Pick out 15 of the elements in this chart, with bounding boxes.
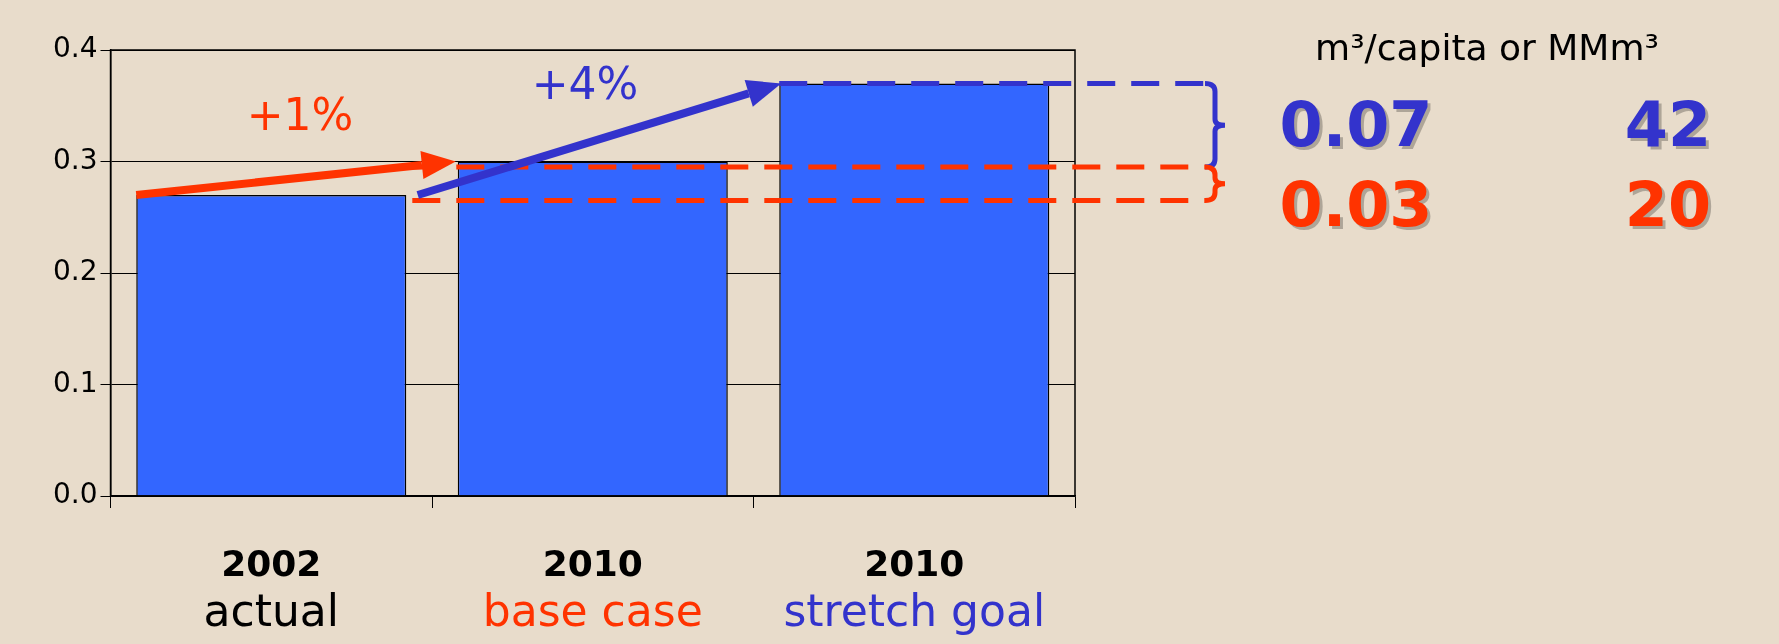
y-tick-label: 0.2 — [53, 254, 98, 288]
y-tick-label: 0.3 — [53, 142, 98, 176]
text: 20 — [1624, 168, 1712, 242]
y-tick-label: 0.1 — [53, 365, 98, 399]
x-tick-label: 2010 stretch goal — [783, 543, 1046, 637]
annotation: +1% — [246, 89, 354, 141]
y-tick-label: 0.0 — [53, 477, 98, 511]
y-tick-label: 0.4 — [53, 31, 98, 65]
x-tick-label: 2002 actual — [203, 543, 340, 637]
text: m³/capita or MMm³ — [1315, 27, 1659, 69]
annotation: +4% — [531, 58, 639, 110]
text: 0.07 — [1279, 88, 1433, 162]
text: 42 — [1624, 88, 1712, 162]
x-tick-label: 2010 base case — [482, 543, 703, 637]
text: 0.03 — [1279, 168, 1433, 242]
